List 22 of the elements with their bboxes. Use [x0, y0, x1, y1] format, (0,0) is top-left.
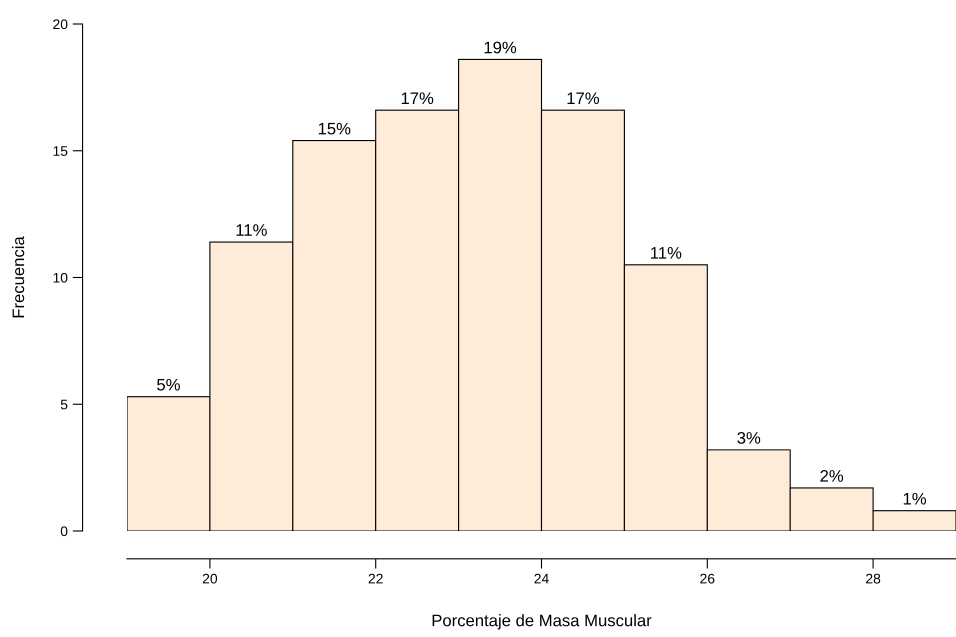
data-label: 15% — [318, 122, 350, 135]
data-label: 11% — [236, 224, 267, 236]
y-tick-label: 10 — [54, 272, 68, 283]
data-label: 5% — [157, 378, 180, 391]
y-tick-label: 15 — [54, 146, 68, 156]
data-label: 17% — [402, 92, 434, 104]
y-axis-title: Frecuencia — [12, 236, 24, 318]
x-axis-title: Porcentaje de Masa Muscular — [432, 614, 652, 630]
y-tick-label: 5 — [60, 400, 68, 410]
data-label: 19% — [484, 42, 516, 54]
data-label: 17% — [568, 92, 600, 104]
data-label: 2% — [820, 470, 844, 482]
x-tick-label: 28 — [866, 574, 880, 584]
data-label: 3% — [737, 432, 760, 444]
x-tick-label: 24 — [534, 574, 549, 584]
y-tick-label: 20 — [53, 19, 68, 30]
data-label: 1% — [904, 492, 926, 505]
x-tick-label: 22 — [368, 574, 383, 584]
x-tick-label: 26 — [700, 574, 714, 584]
data-label: 11% — [651, 247, 682, 259]
x-tick-label: 20 — [202, 574, 218, 584]
y-tick-label: 0 — [60, 526, 68, 536]
